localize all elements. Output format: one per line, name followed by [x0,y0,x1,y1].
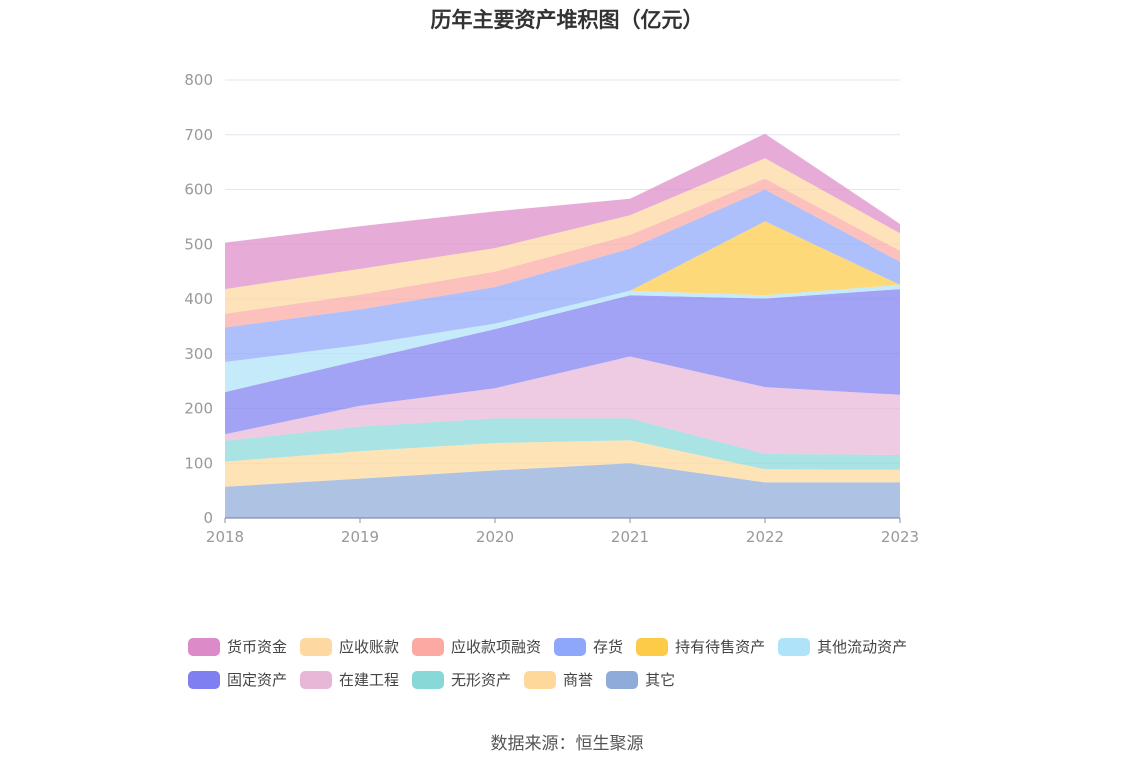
legend-label: 持有待售资产 [675,638,766,656]
legend-swatch [636,637,669,656]
legend-item[interactable]: 应收账款 [300,636,399,657]
x-tick-label: 2023 [881,528,919,546]
y-tick-label: 0 [203,509,213,527]
legend-item[interactable]: 应收款项融资 [412,636,541,657]
legend-label: 应收账款 [339,638,400,656]
x-tick-label: 2020 [476,528,514,546]
area-series-10 [225,133,900,290]
y-tick-label: 100 [184,454,213,472]
legend-swatch [188,637,220,656]
legend: 货币资金 应收账款 应收款项融资 存货 持有待售资产 其他流动资产 固定资产 在建工程 无形资… [188,630,978,696]
area-series-8 [225,178,900,328]
legend-swatch [412,670,445,689]
x-tick-label: 2022 [746,528,784,546]
legend-swatch [778,637,811,656]
area-series [225,133,900,518]
y-tick-label: 500 [184,235,213,253]
y-tick-label: 700 [184,126,213,144]
legend-swatch [300,637,333,656]
legend-swatch [554,637,587,656]
area-series-0 [225,463,900,518]
legend-label: 在建工程 [339,671,400,689]
legend-item[interactable]: 存货 [554,636,623,657]
legend-item[interactable]: 无形资产 [412,669,511,690]
legend-label: 无形资产 [451,671,512,689]
legend-label: 商誉 [563,671,594,689]
legend-row-2: 固定资产 在建工程 无形资产 商誉 其它 [188,663,978,696]
y-tick-label: 300 [184,345,213,363]
legend-item[interactable]: 在建工程 [300,669,399,690]
area-series-2 [225,418,900,470]
legend-label: 其他流动资产 [817,638,908,656]
area-series-7 [225,189,900,362]
y-tick-label: 800 [184,71,213,89]
area-series-9 [225,158,900,314]
chart-title: 历年主要资产堆积图（亿元） [430,8,704,32]
x-tick-label: 2019 [341,528,379,546]
area-series-3 [225,356,900,455]
legend-swatch [300,670,333,689]
legend-swatch [188,670,220,689]
area-series-1 [225,440,900,487]
x-tick-label: 2018 [206,528,244,546]
area-series-6 [225,221,900,362]
legend-swatch [606,670,639,689]
source-note: 数据来源：恒生聚源 [490,734,644,754]
legend-swatch [412,637,445,656]
legend-item[interactable]: 其它 [606,669,675,690]
axes: 0 100 200 300 400 500 600 700 800 2018 2019 2020 202… [184,71,919,546]
x-tick-label: 2021 [611,528,649,546]
area-series-4 [225,289,900,435]
legend-swatch [524,670,557,689]
legend-item[interactable]: 固定资产 [188,669,287,690]
legend-item[interactable]: 其他流动资产 [778,636,907,657]
legend-item[interactable]: 货币资金 [188,636,287,657]
legend-label: 货币资金 [227,638,288,656]
y-tick-label: 200 [184,400,213,418]
legend-label: 其它 [645,671,676,689]
legend-item[interactable]: 持有待售资产 [636,636,765,657]
stacked-area-chart: 0 100 200 300 400 500 600 700 800 2018 2019 2020 202… [184,71,919,546]
legend-label: 应收款项融资 [451,638,542,656]
legend-label: 固定资产 [227,671,288,689]
legend-row-1: 货币资金 应收账款 应收款项融资 存货 持有待售资产 其他流动资产 [188,630,978,663]
y-tick-label: 600 [184,181,213,199]
legend-item[interactable]: 商誉 [524,669,593,690]
legend-label: 存货 [593,638,624,656]
y-tick-label: 400 [184,290,213,308]
